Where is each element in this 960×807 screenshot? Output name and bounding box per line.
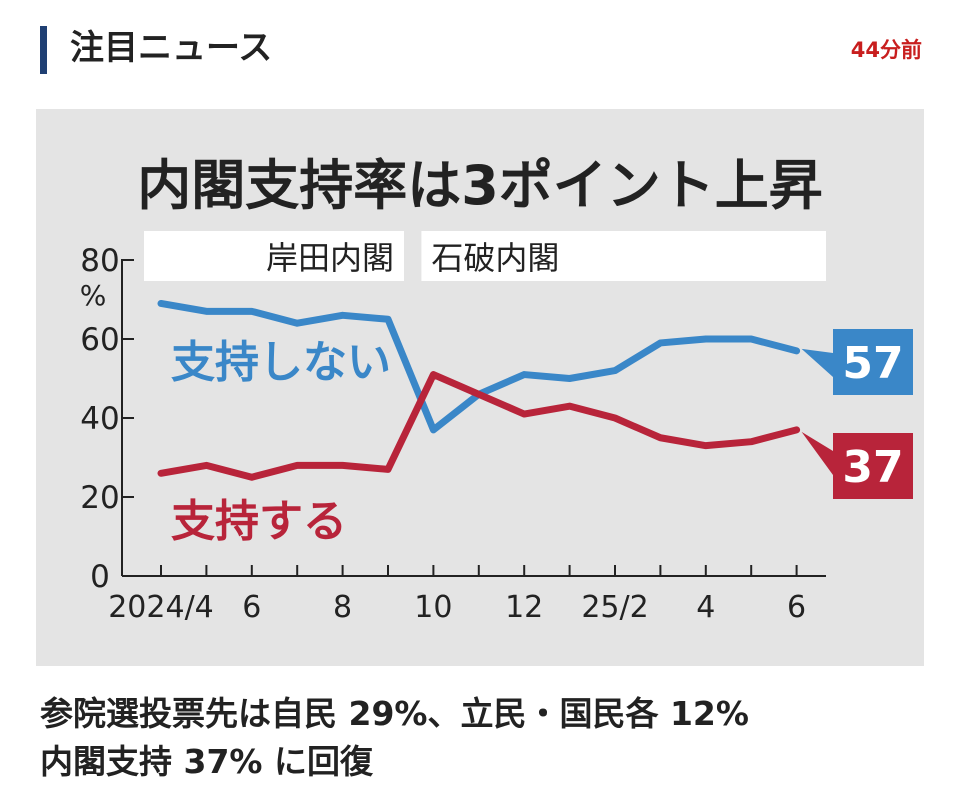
article-headline[interactable]: 参院選投票先は自民 29%、立民・国民各 12% 内閣支持 37% に回復 [40, 690, 920, 786]
period-band [144, 231, 404, 281]
y-tick-label: 60 [80, 322, 119, 358]
x-tick-label: 25/2 [581, 590, 648, 625]
timestamp: 44分前 [850, 38, 922, 62]
y-tick-label: 0 [90, 559, 110, 595]
y-tick-label: 20 [80, 480, 119, 516]
series-label: 支持しない [171, 337, 391, 388]
x-tick-label: 12 [505, 590, 543, 625]
callout-pointer [801, 431, 833, 475]
x-tick-label: 6 [787, 590, 806, 625]
period-band [421, 231, 826, 281]
section-title: 注目ニュース [70, 28, 273, 68]
period-label: 石破内閣 [431, 239, 559, 277]
x-tick-label: 8 [333, 590, 352, 625]
chart-card[interactable]: 内閣支持率は3ポイント上昇 岸田内閣 石破内閣 0 20 40 60 80% 2024/4 6… [36, 109, 924, 666]
callout-value: 57 [842, 338, 903, 389]
header-accent-bar [40, 26, 47, 74]
y-unit-label: % [80, 279, 107, 312]
x-tick-label: 4 [696, 590, 715, 625]
callout-box [833, 433, 913, 499]
headline-line-1: 参院選投票先は自民 29%、立民・国民各 12% [40, 694, 749, 733]
headline-line-2: 内閣支持 37% に回復 [40, 742, 373, 781]
chart-title: 内閣支持率は3ポイント上昇 [137, 154, 823, 217]
news-header: 注目ニュース 44分前 [0, 0, 960, 100]
x-tick-label: 6 [242, 590, 261, 625]
series-label: 支持する [171, 496, 347, 547]
approval-chart: 内閣支持率は3ポイント上昇 岸田内閣 石破内閣 0 20 40 60 80% 2024/4 6… [80, 154, 913, 625]
y-tick-label: 80 [80, 243, 119, 279]
x-tick-label: 10 [414, 590, 452, 625]
series-line-approve [157, 371, 801, 481]
callout-value: 37 [842, 442, 903, 493]
y-tick-label: 40 [80, 401, 119, 437]
period-label: 岸田内閣 [266, 239, 394, 277]
callout-box [833, 329, 913, 395]
callout-pointer [801, 348, 833, 377]
x-tick-label: 2024/4 [108, 590, 214, 625]
